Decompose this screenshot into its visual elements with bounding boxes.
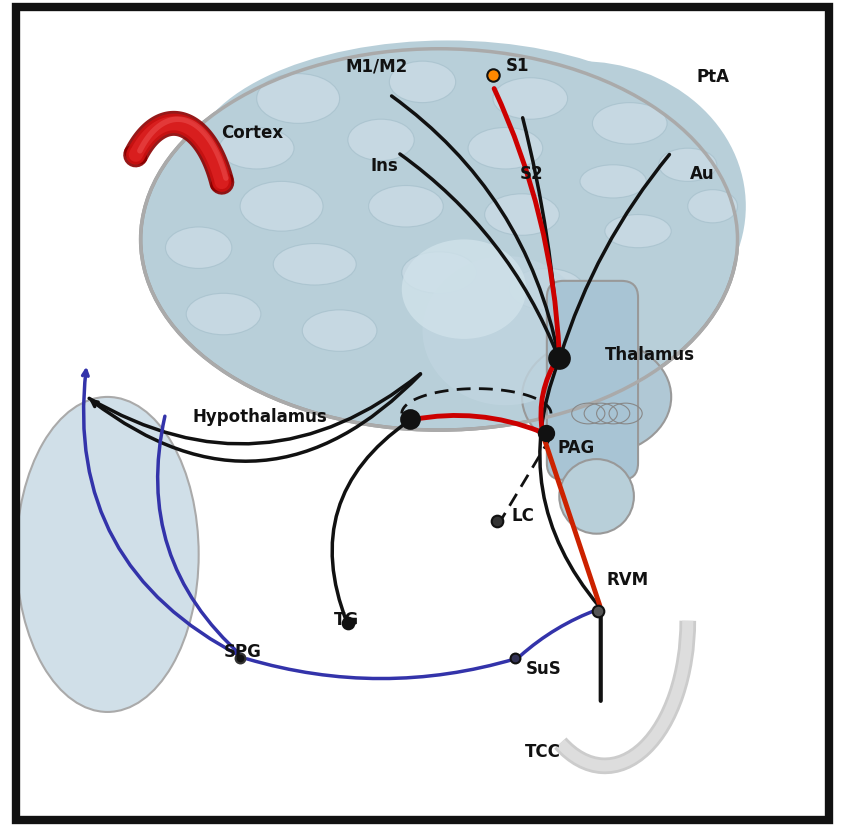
Point — [552, 352, 565, 365]
Point — [341, 617, 354, 630]
Ellipse shape — [140, 50, 737, 431]
Text: Ins: Ins — [370, 156, 398, 175]
Ellipse shape — [348, 120, 414, 161]
Ellipse shape — [165, 228, 231, 269]
Ellipse shape — [604, 215, 670, 248]
Text: Thalamus: Thalamus — [604, 345, 694, 363]
Text: Au: Au — [689, 165, 713, 183]
Point — [233, 652, 246, 665]
Ellipse shape — [468, 128, 542, 170]
Ellipse shape — [368, 186, 443, 228]
Ellipse shape — [484, 195, 559, 236]
FancyBboxPatch shape — [546, 282, 637, 480]
Ellipse shape — [125, 147, 146, 165]
Text: Hypothalamus: Hypothalamus — [192, 407, 327, 426]
Ellipse shape — [302, 310, 376, 352]
Text: SPG: SPG — [224, 643, 261, 661]
Text: SuS: SuS — [525, 659, 560, 677]
Ellipse shape — [658, 149, 716, 182]
Text: M1/M2: M1/M2 — [345, 57, 408, 75]
Ellipse shape — [257, 75, 339, 124]
Text: RVM: RVM — [606, 570, 648, 589]
Text: Cortex: Cortex — [221, 123, 284, 142]
Ellipse shape — [186, 294, 261, 335]
Ellipse shape — [401, 240, 526, 339]
Point — [508, 652, 522, 665]
Ellipse shape — [214, 176, 230, 190]
Text: PAG: PAG — [557, 438, 594, 456]
Text: TCC: TCC — [525, 742, 560, 760]
Ellipse shape — [240, 182, 322, 232]
Point — [485, 70, 499, 83]
Ellipse shape — [211, 175, 232, 191]
Point — [403, 413, 416, 426]
Ellipse shape — [492, 79, 567, 120]
Point — [538, 426, 552, 440]
Ellipse shape — [414, 62, 745, 352]
Ellipse shape — [509, 269, 583, 310]
Ellipse shape — [522, 339, 670, 455]
Ellipse shape — [16, 397, 198, 712]
Ellipse shape — [422, 257, 587, 406]
Text: S2: S2 — [519, 165, 543, 183]
Ellipse shape — [579, 166, 646, 199]
Point — [490, 515, 503, 528]
Point — [591, 604, 604, 618]
Ellipse shape — [592, 104, 666, 145]
Text: LC: LC — [511, 507, 533, 525]
Ellipse shape — [127, 149, 144, 162]
Text: TG: TG — [333, 610, 359, 628]
Text: S1: S1 — [505, 57, 528, 75]
Ellipse shape — [559, 460, 633, 534]
Ellipse shape — [190, 41, 704, 290]
Ellipse shape — [389, 62, 455, 104]
Ellipse shape — [687, 190, 737, 224]
Text: PtA: PtA — [695, 68, 728, 86]
Ellipse shape — [273, 244, 356, 286]
Ellipse shape — [219, 128, 294, 170]
Ellipse shape — [401, 253, 476, 294]
